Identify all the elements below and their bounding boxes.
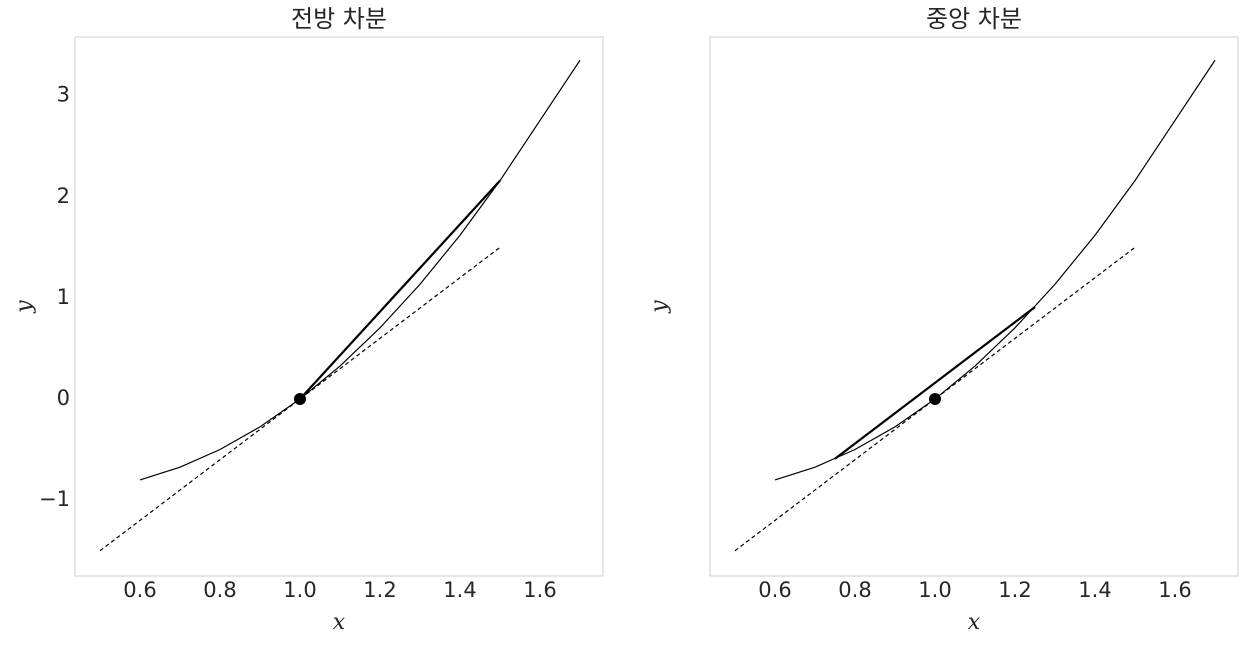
x-tick-label: 1.6 (1158, 578, 1191, 602)
y-tick-label: 0 (57, 386, 70, 410)
x-axis-label: x (333, 610, 346, 635)
point (929, 393, 941, 406)
x-tick-label: 1.4 (443, 578, 476, 602)
x-tick-label: 0.8 (838, 578, 871, 602)
x-tick-label: 1.6 (523, 578, 556, 602)
line (299, 179, 501, 400)
line (139, 59, 581, 481)
y-tick-label: −1 (39, 487, 70, 511)
x-tick-label: 0.6 (123, 578, 156, 602)
x-tick-label: 1.4 (1078, 578, 1111, 602)
x-tick-label: 1.0 (283, 578, 316, 602)
y-tick-label: 2 (57, 184, 70, 208)
y-tick-label: 1 (57, 285, 70, 309)
chart-title: 중앙 차분 (926, 5, 1022, 33)
line (774, 59, 1216, 481)
plot-area (709, 36, 1239, 577)
chart-title: 전방 차분 (291, 5, 387, 33)
y-axis-label: y (647, 300, 672, 314)
x-tick-label: 1.2 (998, 578, 1031, 602)
line (834, 306, 1036, 460)
y-tick-label: 3 (57, 83, 70, 107)
y-axis-label: y (12, 300, 37, 314)
x-tick-label: 1.0 (918, 578, 951, 602)
plot-area (74, 36, 604, 577)
x-tick-label: 1.2 (363, 578, 396, 602)
x-axis-label: x (968, 610, 981, 635)
x-tick-label: 0.8 (203, 578, 236, 602)
x-tick-label: 0.6 (758, 578, 791, 602)
point (294, 393, 306, 406)
